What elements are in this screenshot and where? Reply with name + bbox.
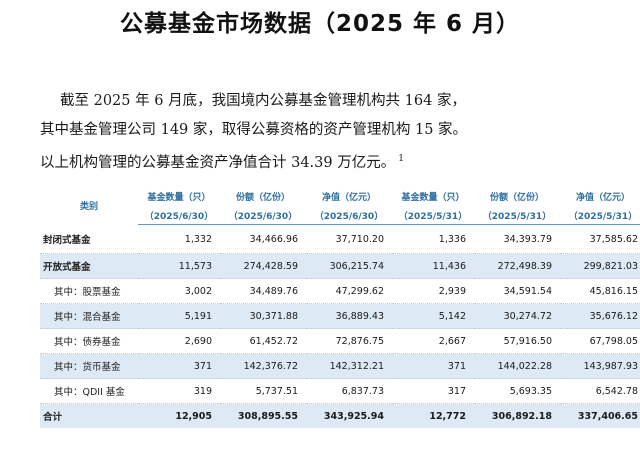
- cell-value: 5,737.51: [220, 378, 306, 404]
- cell-value: 317: [392, 378, 474, 404]
- table-header-period-row: （2025/6/30） （2025/6/30） （2025/6/30） （202…: [40, 206, 640, 225]
- cell-value: 5,693.35: [474, 378, 560, 404]
- header-count-jun: 基金数量（只）: [147, 192, 211, 203]
- header-period: （2025/6/30）: [306, 206, 392, 225]
- cell-value: 299,821.03: [560, 253, 640, 279]
- paragraph-line-2: 其中基金管理公司 149 家，取得公募资格的资产管理机构 15 家。: [40, 122, 468, 138]
- cell-value: 272,498.39: [474, 253, 560, 279]
- row-category: 开放式基金: [40, 253, 138, 279]
- cell-value: 308,895.55: [220, 403, 306, 428]
- category-header: 类别: [79, 201, 98, 212]
- cell-value: 34,393.79: [474, 224, 560, 254]
- cell-value: 35,676.12: [560, 303, 640, 329]
- cell-value: 3,002: [138, 278, 220, 304]
- header-period: （2025/5/31）: [560, 206, 640, 225]
- cell-value: 2,690: [138, 328, 220, 354]
- table-row: 封闭式基金 1,332 34,466.96 37,710.20 1,336 34…: [40, 224, 640, 254]
- cell-value: 274,428.59: [220, 253, 306, 279]
- table-row: 其中：股票基金 3,002 34,489.76 47,299.62 2,939 …: [40, 278, 640, 304]
- cell-value: 5,142: [392, 303, 474, 329]
- cell-value: 11,573: [138, 253, 220, 279]
- cell-value: 47,299.62: [306, 278, 392, 304]
- table-row: 其中：货币基金 371 142,376.72 142,312.21 371 14…: [40, 353, 640, 379]
- row-category: 其中：债券基金: [40, 328, 138, 354]
- cell-value: 142,376.72: [220, 353, 306, 379]
- table-row: 其中：QDII 基金 319 5,737.51 6,837.73 317 5,6…: [40, 378, 640, 404]
- cell-value: 12,905: [138, 403, 220, 428]
- cell-value: 319: [138, 378, 220, 404]
- table-header-row: 类别 基金数量（只） 份额（亿份） 净值（亿元） 基金数量（只） 份额（亿份） …: [40, 186, 640, 212]
- row-category: 其中：QDII 基金: [40, 378, 138, 404]
- cell-value: 11,436: [392, 253, 474, 279]
- header-period: （2025/5/31）: [392, 206, 474, 225]
- cell-value: 143,987.93: [560, 353, 640, 379]
- cell-value: 37,585.62: [560, 224, 640, 254]
- cell-value: 144,022.28: [474, 353, 560, 379]
- cell-value: 61,452.72: [220, 328, 306, 354]
- cell-value: 30,371.88: [220, 303, 306, 329]
- table-row: 其中：混合基金 5,191 30,371.88 36,889.43 5,142 …: [40, 303, 640, 329]
- row-category: 其中：货币基金: [40, 353, 138, 379]
- cell-value: 1,336: [392, 224, 474, 254]
- cell-value: 36,889.43: [306, 303, 392, 329]
- cell-value: 1,332: [138, 224, 220, 254]
- cell-value: 67,798.05: [560, 328, 640, 354]
- table-row: 开放式基金 11,573 274,428.59 306,215.74 11,43…: [40, 253, 640, 279]
- footnote-marker: 1: [398, 154, 404, 164]
- cell-value: 2,939: [392, 278, 474, 304]
- cell-value: 142,312.21: [306, 353, 392, 379]
- cell-value: 5,191: [138, 303, 220, 329]
- row-category: 其中：股票基金: [40, 278, 138, 304]
- cell-value: 37,710.20: [306, 224, 392, 254]
- row-category: 封闭式基金: [40, 224, 138, 254]
- cell-value: 343,925.94: [306, 403, 392, 428]
- cell-value: 30,274.72: [474, 303, 560, 329]
- cell-value: 306,215.74: [306, 253, 392, 279]
- table-total-row: 合计 12,905 308,895.55 343,925.94 12,772 3…: [40, 403, 640, 428]
- cell-value: 45,816.15: [560, 278, 640, 304]
- paragraph-line-3-text: 以上机构管理的公募基金资产净值合计 34.39 万亿元。: [40, 154, 396, 171]
- page-title: 公募基金市场数据（2025 年 6 月）: [119, 11, 521, 37]
- header-nav-jun: 净值（亿元）: [321, 192, 376, 203]
- cell-value: 34,466.96: [220, 224, 306, 254]
- row-category: 其中：混合基金: [40, 303, 138, 329]
- header-period: （2025/5/31）: [474, 206, 560, 225]
- header-period: （2025/6/30）: [138, 206, 220, 225]
- cell-value: 34,591.54: [474, 278, 560, 304]
- paragraph-line-3: 以上机构管理的公募基金资产净值合计 34.39 万亿元。 1: [40, 145, 630, 178]
- cell-value: 72,876.75: [306, 328, 392, 354]
- header-period: （2025/6/30）: [220, 206, 306, 225]
- cell-value: 2,667: [392, 328, 474, 354]
- header-count-may: 基金数量（只）: [401, 192, 465, 203]
- cell-value: 306,892.18: [474, 403, 560, 428]
- paragraph-line-1: 截至 2025 年 6 月底，我国境内公募基金管理机构共 164 家，: [60, 93, 466, 109]
- cell-value: 6,837.73: [306, 378, 392, 404]
- cell-value: 371: [138, 353, 220, 379]
- row-category: 合计: [40, 403, 138, 428]
- header-nav-may: 净值（亿元）: [575, 192, 630, 203]
- cell-value: 57,916.50: [474, 328, 560, 354]
- cell-value: 337,406.65: [560, 403, 640, 428]
- cell-value: 6,542.78: [560, 378, 640, 404]
- header-shares-jun: 份额（亿份）: [235, 192, 290, 203]
- header-shares-may: 份额（亿份）: [489, 192, 544, 203]
- fund-data-table: 类别 基金数量（只） 份额（亿份） 净值（亿元） 基金数量（只） 份额（亿份） …: [40, 186, 640, 428]
- cell-value: 371: [392, 353, 474, 379]
- cell-value: 34,489.76: [220, 278, 306, 304]
- cell-value: 12,772: [392, 403, 474, 428]
- table-row: 其中：债券基金 2,690 61,452.72 72,876.75 2,667 …: [40, 328, 640, 354]
